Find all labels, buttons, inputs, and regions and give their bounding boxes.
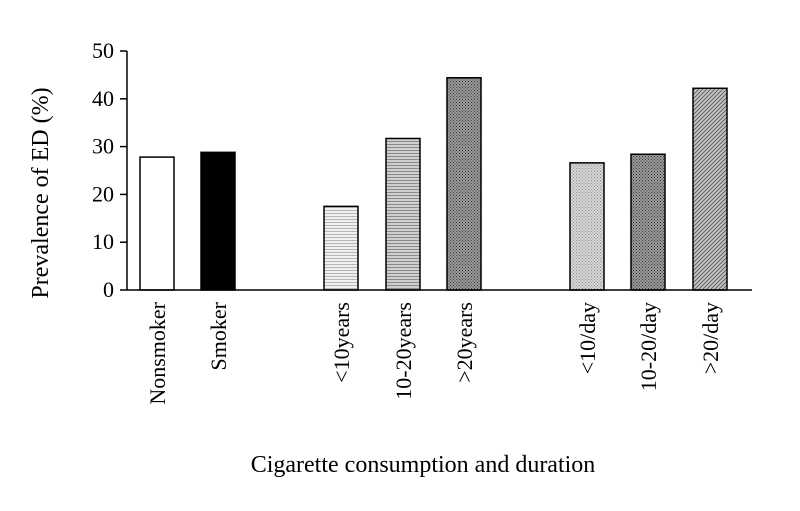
- x-category-label-4: 10-20years: [391, 302, 416, 400]
- bar-2: [200, 151, 236, 291]
- y-tick-label-40: 40: [92, 86, 114, 111]
- y-tick-label-20: 20: [92, 181, 114, 206]
- y-tick-label-10: 10: [92, 229, 114, 254]
- x-category-label-8: >20/day: [698, 302, 723, 374]
- x-category-label-3: <10years: [329, 302, 354, 383]
- y-tick-label-30: 30: [92, 134, 114, 159]
- bar-4: [385, 137, 421, 291]
- x-category-label-7: 10-20/day: [636, 302, 661, 391]
- x-category-label-2: Smoker: [206, 301, 231, 370]
- y-tick-label-0: 0: [103, 277, 114, 302]
- x-category-label-6: <10/day: [575, 302, 600, 374]
- bar-7: [630, 153, 666, 291]
- y-axis-title: Prevalence of ED (%): [28, 87, 54, 298]
- bars-group: [139, 77, 728, 291]
- x-axis-title: Cigarette consumption and duration: [251, 452, 596, 478]
- x-category-label-5: >20years: [452, 302, 477, 383]
- y-ticks-group: 0 10 20 30 40 50: [92, 38, 127, 302]
- y-tick-label-50: 50: [92, 38, 114, 63]
- x-labels-group: Nonsmoker Smoker <10years 10-20years >20year…: [145, 301, 723, 404]
- bar-1: [139, 156, 175, 291]
- bar-5: [446, 77, 482, 291]
- axes-group: [126, 51, 752, 291]
- bar-3: [323, 205, 359, 291]
- bar-6: [569, 162, 605, 291]
- x-category-label-1: Nonsmoker: [145, 301, 170, 404]
- bar-8: [692, 87, 728, 291]
